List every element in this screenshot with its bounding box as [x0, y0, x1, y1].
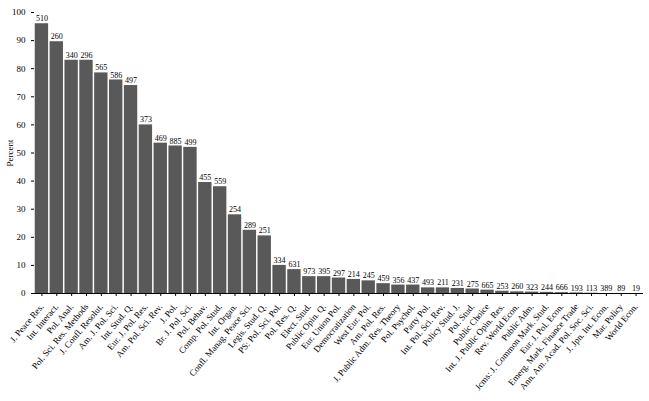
svg-text:245: 245	[363, 271, 375, 280]
svg-text:Elect. Stud.: Elect. Stud.	[278, 301, 313, 341]
svg-text:Policy Stud. J.: Policy Stud. J.	[420, 301, 462, 349]
svg-text:973: 973	[303, 267, 315, 276]
svg-text:559: 559	[214, 177, 226, 186]
svg-text:260: 260	[51, 32, 63, 41]
svg-text:455: 455	[199, 173, 211, 182]
svg-text:Confl. Manag. Peace Sci.: Confl. Manag. Peace Sci.	[187, 301, 254, 379]
svg-text:World Econ.: World Econ.	[603, 302, 640, 343]
svg-text:289: 289	[244, 221, 256, 230]
svg-text:10: 10	[17, 260, 27, 270]
svg-text:Am. Pol. Sci. Rev.: Am. Pol. Sci. Rev.	[114, 302, 165, 360]
svg-text:665: 665	[482, 281, 494, 290]
svg-text:Int. Pol. Sci. Rev.: Int. Pol. Sci. Rev.	[398, 301, 447, 357]
svg-text:Percent: Percent	[5, 139, 15, 166]
svg-text:J. Public Adm. Res. Theory: J. Public Adm. Res. Theory	[331, 301, 403, 384]
svg-text:40: 40	[17, 176, 27, 186]
svg-text:Int. Stud. Q.: Int. Stud. Q.	[98, 301, 135, 343]
svg-text:30: 30	[17, 204, 27, 214]
svg-text:20: 20	[17, 232, 27, 242]
svg-text:Public Choice: Public Choice	[451, 301, 492, 348]
svg-text:Eur. J. Pol. Res.: Eur. J. Pol. Res.	[105, 301, 150, 353]
svg-text:275: 275	[467, 280, 479, 289]
svg-text:Pol. Psychol.: Pol. Psychol.	[379, 301, 417, 345]
svg-text:Eur. Union Pol.: Eur. Union Pol.	[299, 301, 343, 352]
svg-text:296: 296	[80, 51, 92, 60]
svg-text:60: 60	[17, 120, 27, 130]
svg-text:113: 113	[586, 284, 598, 293]
svg-text:586: 586	[110, 71, 122, 80]
svg-text:493: 493	[422, 278, 434, 287]
svg-text:497: 497	[125, 76, 137, 85]
svg-text:Emerg. Mark. Finance Trade: Emerg. Mark. Finance Trade	[506, 301, 581, 388]
svg-text:437: 437	[407, 276, 419, 285]
svg-text:J. Peace Res.: J. Peace Res.	[7, 301, 46, 345]
svg-text:666: 666	[556, 283, 568, 292]
svg-text:Party Pol.: Party Pol.	[401, 301, 432, 336]
svg-text:373: 373	[140, 115, 152, 124]
svg-text:Br. J. Pol. Sci.: Br. J. Pol. Sci.	[153, 301, 195, 348]
svg-text:334: 334	[274, 256, 286, 265]
svg-text:Pol. Anal.: Pol. Anal.	[44, 301, 76, 336]
svg-text:100: 100	[12, 7, 26, 17]
svg-text:251: 251	[259, 226, 271, 235]
svg-text:Int. Interact.: Int. Interact.	[24, 301, 61, 343]
svg-text:Pol. Res. Q.: Pol. Res. Q.	[262, 301, 299, 342]
svg-text:Public Opin. Q.: Public Opin. Q.	[283, 301, 328, 352]
svg-text:Pol. Stud.: Pol. Stud.	[446, 301, 477, 336]
svg-text:J. Jpn. Int. Econ.: J. Jpn. Int. Econ.	[563, 301, 611, 355]
svg-text:459: 459	[378, 274, 390, 283]
svg-text:389: 389	[600, 284, 612, 293]
svg-text:Am. Pol. Res.: Am. Pol. Res.	[347, 301, 388, 347]
svg-text:Public Adm.: Public Adm.	[499, 301, 536, 343]
svg-text:297: 297	[333, 269, 345, 278]
svg-text:214: 214	[348, 270, 360, 279]
svg-text:323: 323	[526, 283, 538, 292]
svg-text:260: 260	[511, 282, 523, 291]
svg-text:Am. J. Pol. Sci.: Am. J. Pol. Sci.	[76, 301, 120, 352]
svg-text:90: 90	[17, 35, 27, 45]
svg-text:Mar. Policy: Mar. Policy	[590, 301, 625, 341]
svg-text:80: 80	[17, 64, 27, 74]
svg-text:253: 253	[496, 282, 508, 291]
svg-text:19: 19	[632, 284, 640, 293]
svg-text:244: 244	[541, 283, 553, 292]
svg-text:499: 499	[184, 138, 196, 147]
svg-text:340: 340	[66, 51, 78, 60]
svg-text:Pol. Sci. Res. Methods: Pol. Sci. Res. Methods	[29, 301, 91, 371]
svg-text:50: 50	[17, 148, 27, 158]
svg-text:J. Confl. Resolut.: J. Confl. Resolut.	[57, 301, 106, 357]
svg-text:Int. J. Public Opin. Res.: Int. J. Public Opin. Res.	[443, 301, 507, 375]
svg-text:469: 469	[155, 134, 167, 143]
svg-text:J. Pol.: J. Pol.	[157, 301, 180, 326]
svg-text:PS: Pol. Sci. Pol.: PS: Pol. Sci. Pol.	[236, 301, 284, 356]
svg-text:565: 565	[95, 63, 107, 72]
svg-text:Rev. World Econ.: Rev. World Econ.	[472, 301, 521, 357]
svg-text:254: 254	[229, 205, 241, 214]
svg-text:193: 193	[571, 283, 583, 292]
svg-text:70: 70	[17, 92, 27, 102]
svg-text:Legis. Stud. Q.: Legis. Stud. Q.	[225, 301, 269, 350]
svg-text:356: 356	[392, 276, 404, 285]
svg-text:Pol. Behav.: Pol. Behav.	[174, 301, 210, 340]
svg-text:Eur. J. Pol. Econ.: Eur. J. Pol. Econ.	[517, 301, 566, 356]
svg-text:885: 885	[170, 137, 182, 146]
svg-text:631: 631	[288, 260, 300, 269]
svg-text:89: 89	[617, 284, 625, 293]
svg-text:510: 510	[36, 14, 48, 23]
svg-text:Ann. Am. Acad. Pol. Soc. Sci.: Ann. Am. Acad. Pol. Soc. Sci.	[518, 302, 596, 392]
svg-text:0: 0	[21, 288, 26, 298]
svg-text:395: 395	[318, 267, 330, 276]
svg-text:231: 231	[452, 279, 464, 288]
svg-text:211: 211	[437, 278, 449, 287]
svg-text:Democratization: Democratization	[311, 301, 358, 355]
svg-text:Comp. Pol. Stud.: Comp. Pol. Stud.	[176, 301, 224, 356]
svg-text:West Eur. Pol.: West Eur. Pol.	[331, 301, 373, 348]
svg-text:Int. Organ.: Int. Organ.	[206, 301, 239, 339]
svg-text:Jcms: J. Common Mark. Stud.: Jcms: J. Common Mark. Stud.	[472, 301, 551, 392]
